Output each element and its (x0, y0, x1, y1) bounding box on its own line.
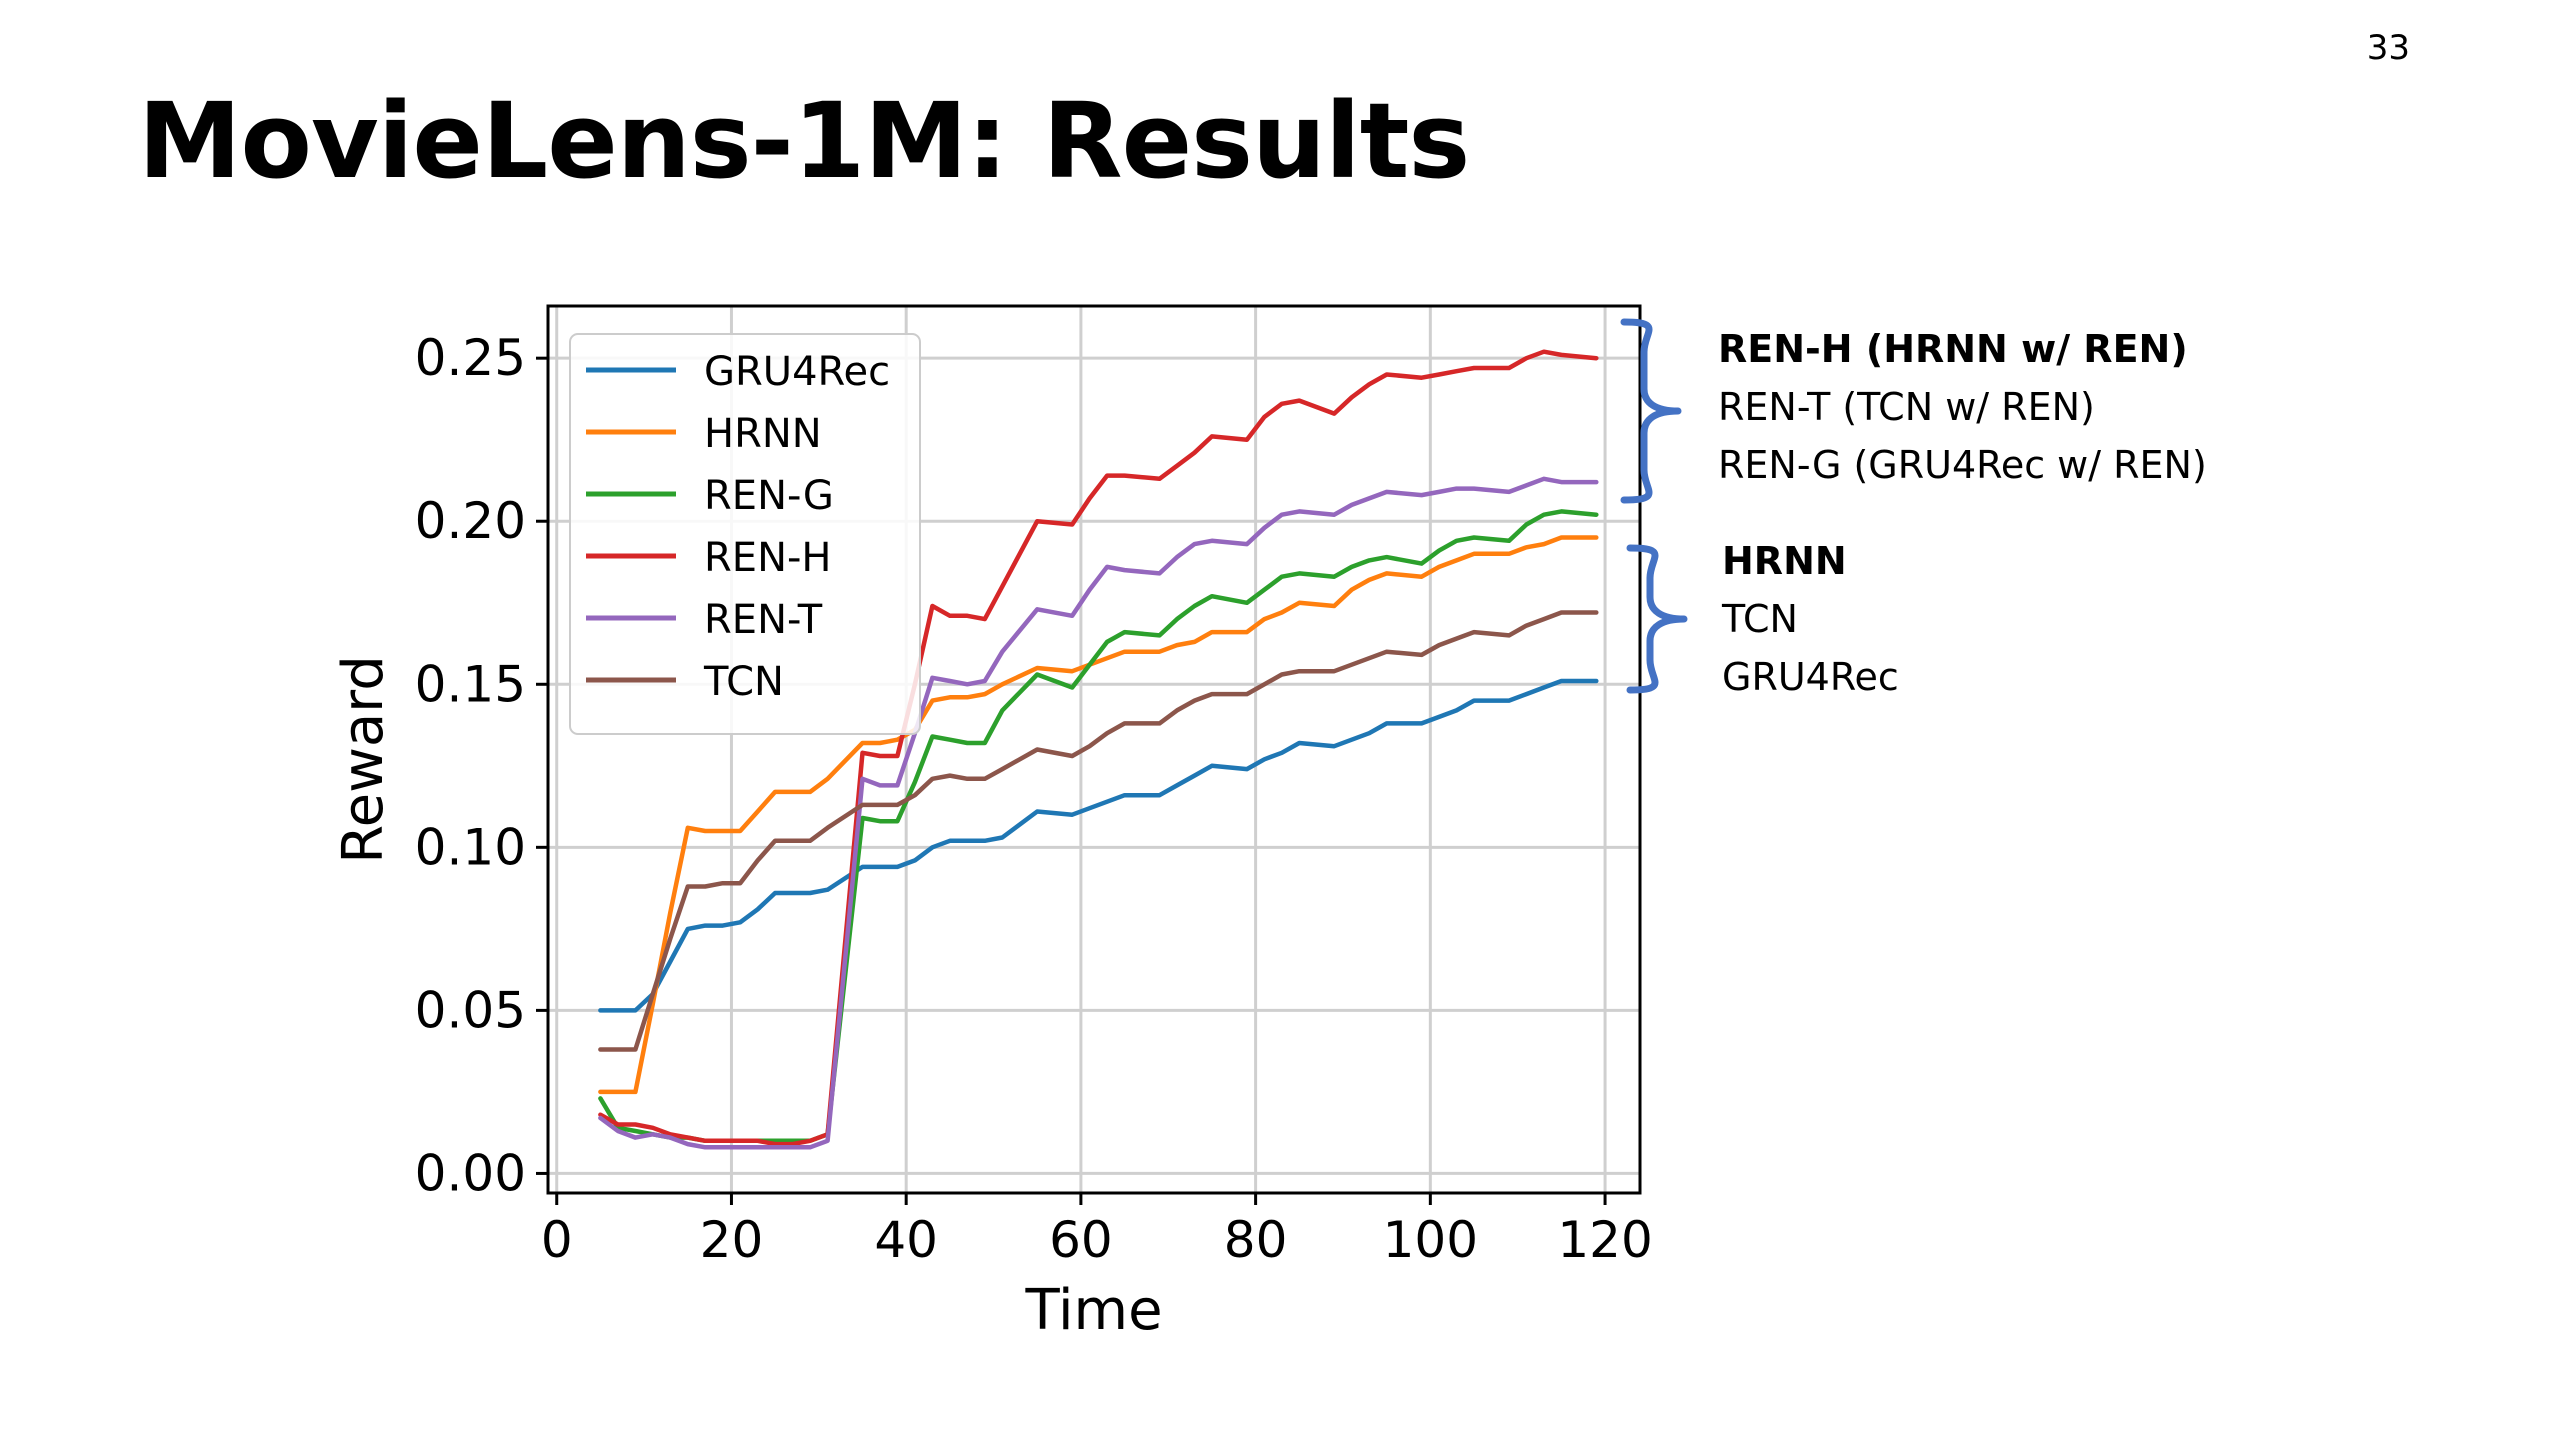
y-tick-label: 0.15 (415, 655, 526, 713)
annotation-gru4rec: GRU4Rec (1722, 655, 1899, 699)
legend: GRU4Rec HRNN REN-G REN-H REN-T TCN (569, 333, 921, 735)
series-line-tcn (598, 610, 1599, 1052)
annotation-tcn: TCN (1722, 597, 1798, 641)
series-line-gru4rec (598, 678, 1599, 1013)
x-tick-label: 0 (541, 1211, 573, 1269)
legend-label: GRU4Rec (704, 349, 890, 395)
series-lines (598, 349, 1599, 1150)
x-tick-label: 20 (700, 1211, 764, 1269)
slide-number: 33 (2366, 28, 2410, 68)
y-axis-label: Reward (331, 655, 396, 864)
series-line-ren-t (598, 476, 1599, 1150)
annotation-ren-g: REN-G (GRU4Rec w/ REN) (1718, 443, 2207, 487)
x-tick-label: 80 (1224, 1211, 1288, 1269)
legend-label: REN-G (704, 473, 834, 519)
annotation-hrnn: HRNN (1722, 539, 1847, 583)
y-tick-label: 0.00 (415, 1144, 526, 1202)
annotation-group-ren: REN-H (HRNN w/ REN) REN-T (TCN w/ REN) R… (1718, 320, 2207, 494)
x-tick-label: 40 (874, 1211, 938, 1269)
curly-brace-icon (1626, 544, 1688, 694)
series-line-hrnn (598, 535, 1599, 1095)
plot-frame (546, 304, 1642, 1195)
axis-ticks: 0 20 40 60 80 100 120 0.00 0.05 0.10 0.15 0.20 0.25 (415, 329, 1653, 1269)
annotation-braces (1620, 318, 1688, 694)
y-tick-label: 0.05 (415, 981, 526, 1039)
legend-label: TCN (703, 659, 784, 705)
annotation-ren-t: REN-T (TCN w/ REN) (1718, 385, 2095, 429)
annotation-ren-h: REN-H (HRNN w/ REN) (1718, 327, 2188, 371)
slide-title: MovieLens-1M: Results (138, 80, 1470, 202)
legend-label: REN-T (704, 597, 823, 643)
series-line-ren-h (598, 349, 1599, 1147)
legend-label: HRNN (704, 411, 822, 457)
legend-label: REN-H (704, 535, 832, 581)
x-tick-label: 100 (1383, 1211, 1478, 1269)
x-tick-label: 60 (1049, 1211, 1113, 1269)
y-tick-label: 0.25 (415, 329, 526, 387)
y-tick-label: 0.10 (415, 818, 526, 876)
y-tick-label: 0.20 (415, 492, 526, 550)
annotation-group-baselines: HRNN TCN GRU4Rec (1722, 532, 1899, 706)
x-axis-label: Time (1024, 1278, 1162, 1343)
curly-brace-icon (1620, 318, 1682, 504)
x-tick-label: 120 (1557, 1211, 1652, 1269)
